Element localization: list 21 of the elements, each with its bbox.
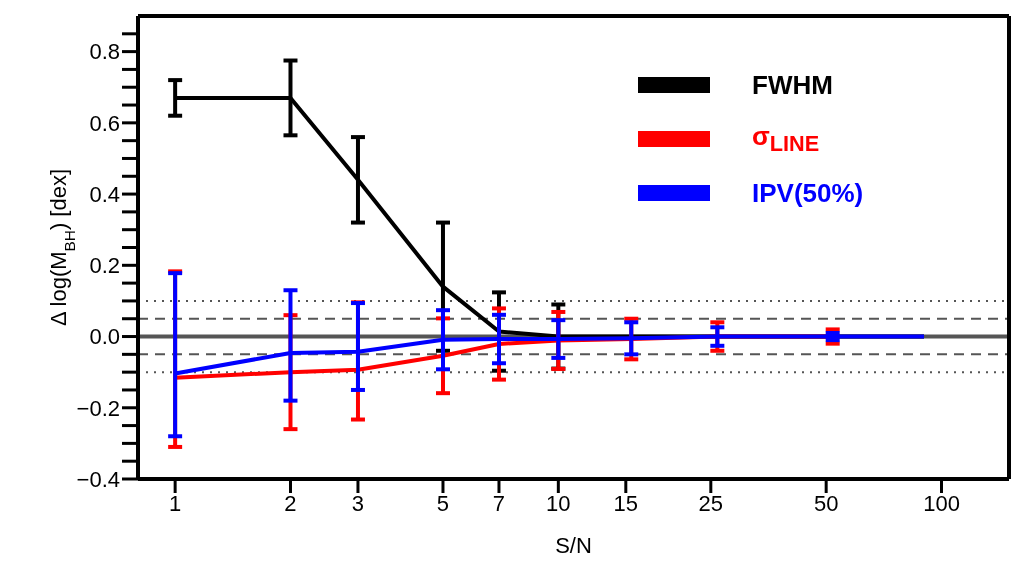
x-tick-label: 10 (546, 490, 571, 516)
y-tick-label: −0.4 (76, 466, 120, 492)
x-tick-label: 25 (698, 490, 724, 516)
x-tick-label: 3 (351, 490, 365, 516)
y-tick-label: −0.2 (76, 395, 120, 421)
legend-label: IPV(50%) (752, 177, 864, 209)
x-tick-label: 50 (813, 490, 839, 516)
x-tick-label: 5 (436, 490, 450, 516)
y-tick-label: 0.2 (89, 253, 120, 279)
x-axis-title: S/N (555, 533, 592, 558)
x-tick-label: 1 (169, 490, 182, 516)
legend-label: FWHM (752, 69, 833, 101)
y-tick-label: 0.8 (89, 39, 120, 65)
x-tick-label: 15 (613, 490, 639, 516)
x-tick-label: 7 (492, 490, 506, 516)
x-tick-label: 2 (284, 490, 297, 516)
y-tick-label: 0.6 (89, 110, 120, 136)
y-tick-label: 0.4 (89, 181, 120, 207)
x-tick-label: 100 (923, 490, 960, 516)
y-tick-label: 0.0 (89, 324, 120, 350)
legend-label: σ$_{LINE}$ (752, 120, 820, 158)
